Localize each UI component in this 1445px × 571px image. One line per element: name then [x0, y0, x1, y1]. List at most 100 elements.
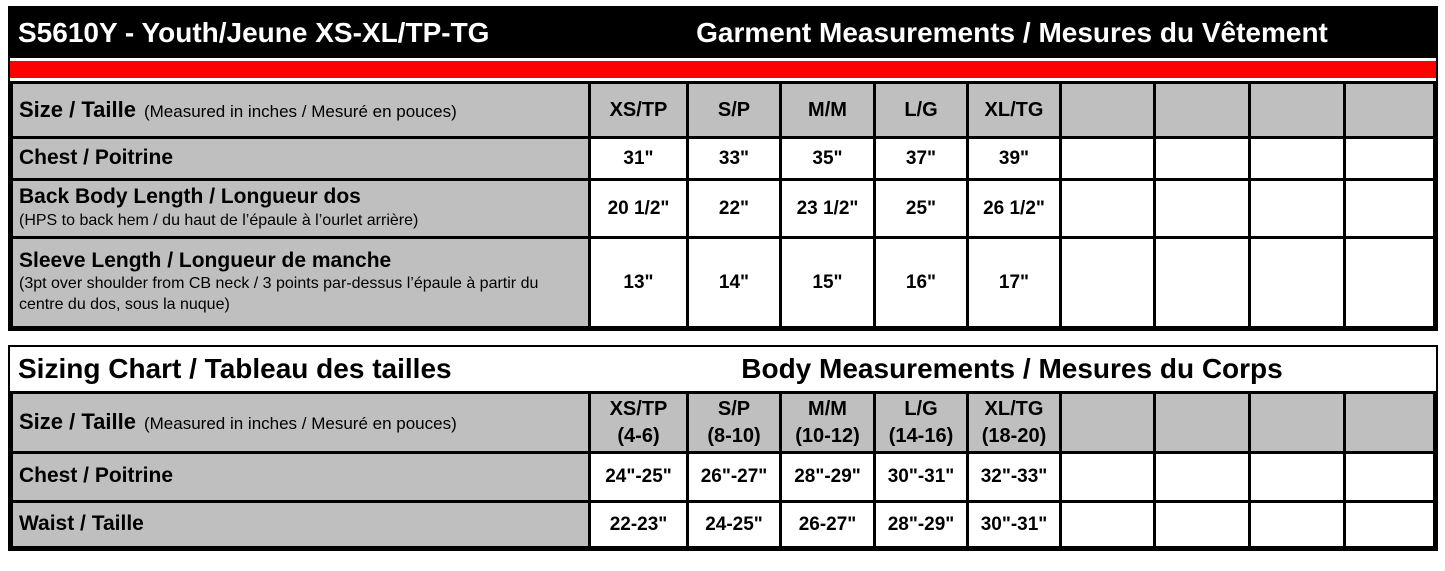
measurement-value-cell: 22-23": [588, 500, 689, 549]
empty-header-cell: [1248, 81, 1346, 139]
size-name: XL/TG: [984, 397, 1044, 420]
size-header-xs-tp: XS/TP (4-6): [588, 391, 689, 454]
measurement-value-cell: 17": [966, 236, 1062, 329]
empty-header-cell: [1059, 391, 1156, 454]
body-row-chest: Chest / Poitrine 24"-25" 26"-27" 28"-29"…: [10, 451, 1436, 503]
size-name: S/P: [717, 397, 751, 420]
garment-measurements-table: S5610Y - Youth/Jeune XS-XL/TP-TG Garment…: [8, 6, 1438, 331]
size-label-cell: Size / Taille (Measured in inches / Mesur…: [10, 391, 591, 454]
row-label-cell: Waist / Taille: [10, 500, 591, 549]
size-header-s-p: S/P (8-10): [686, 391, 782, 454]
size-label: Size / Taille: [19, 409, 136, 434]
row-label: Sleeve Length / Longueur de manche: [19, 249, 392, 273]
row-label-cell: Sleeve Length / Longueur de manche (3pt …: [10, 236, 591, 329]
size-header-s-p: S/P: [686, 81, 782, 139]
measurement-value-cell: 30"-31": [966, 500, 1062, 549]
empty-cell: [1343, 178, 1436, 239]
size-label: Size / Taille: [19, 96, 136, 122]
measurement-value-cell: 26"-27": [686, 451, 782, 503]
body-measurements-title: Body Measurements / Mesures du Corps: [741, 353, 1283, 384]
size-range: (10-12): [795, 424, 860, 447]
size-header-l-g: L/G: [873, 81, 969, 139]
measurement-value-cell: 25": [873, 178, 969, 239]
empty-cell: [1153, 236, 1251, 329]
size-header-xl-tg: XL/TG: [966, 81, 1062, 139]
row-label-cell: Chest / Poitrine: [10, 136, 591, 181]
garment-measurements-title: Garment Measurements / Mesures du Vêteme…: [696, 17, 1328, 48]
measurement-value-cell: 35": [779, 136, 876, 181]
size-range: (18-20): [981, 424, 1047, 447]
empty-cell: [1343, 236, 1436, 329]
measurement-value-cell: 16": [873, 236, 969, 329]
empty-cell: [1153, 178, 1251, 239]
body-row-waist: Waist / Taille 22-23" 24-25" 26-27" 28"-…: [10, 500, 1436, 549]
measurement-value-cell: 24"-25": [588, 451, 689, 503]
garment-row-back-length: Back Body Length / Longueur dos (HPS to …: [10, 178, 1436, 239]
garment-table-header: S5610Y - Youth/Jeune XS-XL/TP-TG Garment…: [10, 8, 1436, 58]
measurement-value-cell: 30"-31": [873, 451, 969, 503]
product-code-title: S5610Y - Youth/Jeune XS-XL/TP-TG: [18, 17, 490, 48]
size-header-m-m: M/M: [779, 81, 876, 139]
red-accent-bar: [10, 61, 1436, 78]
row-note: (HPS to back hem / du haut de l’épaule à…: [19, 211, 419, 229]
measurement-value-cell: 28"-29": [873, 500, 969, 549]
empty-header-cell: [1059, 81, 1156, 139]
size-header-xs-tp: XS/TP: [588, 81, 689, 139]
empty-cell: [1059, 500, 1156, 549]
row-label: Chest / Poitrine: [19, 145, 174, 169]
size-range: (4-6): [617, 424, 660, 447]
empty-cell: [1059, 136, 1156, 181]
empty-cell: [1343, 500, 1436, 549]
row-label-cell: Chest / Poitrine: [10, 451, 591, 503]
size-units-note: (Measured in inches / Mesuré en pouces): [143, 414, 457, 433]
body-size-header-row: Size / Taille (Measured in inches / Mesur…: [10, 391, 1436, 454]
garment-size-header-row: Size / Taille (Measured in inches / Mesur…: [10, 81, 1436, 139]
measurement-value-cell: 20 1/2": [588, 178, 689, 239]
size-header-l-g: L/G (14-16): [873, 391, 969, 454]
measurement-value-cell: 22": [686, 178, 782, 239]
size-range: (8-10): [707, 424, 761, 447]
row-label: Back Body Length / Longueur dos: [19, 185, 361, 209]
empty-cell: [1153, 136, 1251, 181]
empty-cell: [1248, 500, 1346, 549]
empty-cell: [1248, 236, 1346, 329]
empty-header-cell: [1343, 81, 1436, 139]
empty-cell: [1059, 178, 1156, 239]
empty-cell: [1343, 136, 1436, 181]
measurement-value-cell: 33": [686, 136, 782, 181]
empty-cell: [1059, 236, 1156, 329]
size-label-cell: Size / Taille (Measured in inches / Mesur…: [10, 81, 591, 139]
empty-header-cell: [1343, 391, 1436, 454]
size-name: M/M: [808, 397, 847, 420]
size-name: L/G: [904, 397, 938, 420]
empty-header-cell: [1153, 391, 1251, 454]
empty-cell: [1248, 136, 1346, 181]
empty-cell: [1248, 178, 1346, 239]
empty-header-cell: [1153, 81, 1251, 139]
measurement-value-cell: 23 1/2": [779, 178, 876, 239]
size-name: XS/TP: [609, 397, 668, 420]
empty-cell: [1248, 451, 1346, 503]
row-note: (3pt over shoulder from CB neck / 3 poin…: [19, 275, 539, 314]
measurement-value-cell: 14": [686, 236, 782, 329]
body-size-grid: Size / Taille (Measured in inches / Mesur…: [10, 391, 1436, 549]
measurement-value-cell: 32"-33": [966, 451, 1062, 503]
empty-cell: [1153, 500, 1251, 549]
measurement-value-cell: 31": [588, 136, 689, 181]
size-header-xl-tg: XL/TG (18-20): [966, 391, 1062, 454]
row-label-cell: Back Body Length / Longueur dos (HPS to …: [10, 178, 591, 239]
measurement-value-cell: 13": [588, 236, 689, 329]
red-accent-bar-wrap: [10, 58, 1436, 81]
empty-cell: [1153, 451, 1251, 503]
empty-cell: [1343, 451, 1436, 503]
garment-row-chest: Chest / Poitrine 31" 33" 35" 37" 39": [10, 136, 1436, 181]
size-units-note: (Measured in inches / Mesuré en pouces): [143, 101, 457, 121]
row-label: Waist / Taille: [19, 511, 144, 535]
size-range: (14-16): [888, 424, 954, 447]
sizing-chart-title: Sizing Chart / Tableau des tailles: [18, 353, 452, 384]
measurement-value-cell: 28"-29": [779, 451, 876, 503]
row-label: Chest / Poitrine: [19, 464, 174, 488]
measurement-value-cell: 37": [873, 136, 969, 181]
garment-row-sleeve-length: Sleeve Length / Longueur de manche (3pt …: [10, 236, 1436, 329]
